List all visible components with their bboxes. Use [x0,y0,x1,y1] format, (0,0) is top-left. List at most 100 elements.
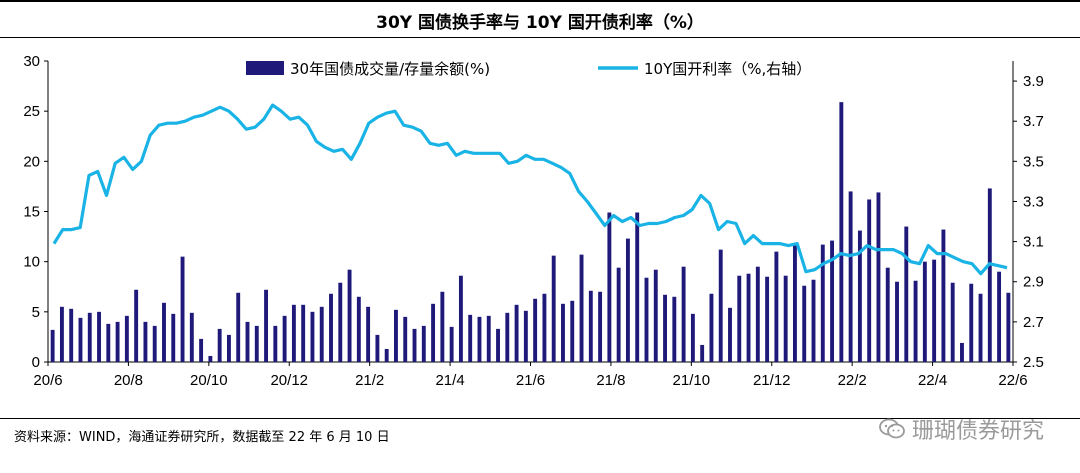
source-divider [0,418,1080,419]
bar [672,296,677,362]
bar [189,312,194,362]
chart-title: 30Y 国债换手率与 10Y 国开债利率（%） [376,13,704,33]
bar [319,306,324,362]
bar [904,226,909,362]
x-tick-label: 22/4 [918,372,947,389]
bar [50,329,55,362]
bar [960,342,964,362]
source-note: 资料来源：WIND，海通证券研究所，数据截至 22 年 6 月 10 日 [14,430,390,445]
bar [616,267,621,362]
bar [394,309,398,362]
left-tick-label: 30 [23,53,40,70]
bar [987,188,992,362]
bar [885,267,890,362]
right-tick-label: 2.7 [1023,314,1044,331]
bar [115,321,120,362]
bar [384,348,389,362]
bar [329,293,333,362]
bar [644,277,649,362]
bar [922,261,927,362]
bar [551,255,556,362]
bar [598,291,603,362]
bar [792,243,797,362]
bar [505,312,510,362]
bar [403,316,408,362]
bar [728,307,732,362]
bar [412,328,417,362]
bar [301,304,306,362]
x-tick-label: 22/2 [838,372,867,389]
x-tick-label: 21/8 [596,372,625,389]
bar [941,229,946,362]
right-tick-label: 3.3 [1023,193,1044,210]
bar [124,315,129,362]
bar [533,298,538,362]
x-tick-label: 20/10 [190,372,228,389]
bar [143,321,148,362]
bar [496,328,500,362]
legend-bar-label: 30年国债成交量/存量余额(%) [290,60,490,78]
bar [579,254,584,362]
bar [282,315,287,362]
legend-line-label: 10Y国开利率（%,右轴） [644,60,811,78]
bar [848,191,853,362]
x-tick-label: 21/4 [435,372,464,389]
bar [199,338,204,362]
title-bar: 30Y 国债换手率与 10Y 国开债利率（%） [0,0,1080,38]
bar [746,273,751,362]
bar [932,259,937,362]
bar [254,325,259,362]
bar [635,212,640,362]
bar [347,269,352,362]
bar [523,310,528,362]
left-tick-label: 10 [23,254,40,271]
bar [867,199,872,362]
bar [458,275,463,362]
left-tick-label: 15 [23,204,40,221]
bar [774,251,779,362]
bar-series [50,102,1011,363]
bar [366,306,371,362]
bar [811,279,816,362]
bar [765,276,770,362]
bar [1006,292,1011,362]
x-tick-label: 22/6 [998,372,1027,389]
bar [291,304,296,362]
x-tick-label: 21/6 [516,372,545,389]
bar [217,328,222,362]
bar [78,317,83,362]
bar [913,280,918,362]
bar [152,325,157,362]
right-tick-label: 2.9 [1023,274,1044,291]
bar [69,308,74,362]
legend: 30年国债成交量/存量余额(%) 10Y国开利率（%,右轴） [246,60,811,78]
left-tick-label: 5 [32,304,40,321]
bar [356,296,361,362]
bar [97,311,101,362]
bar [997,271,1002,362]
bar [607,212,612,362]
wechat-icon [879,418,905,439]
bar [514,304,519,362]
bar [737,275,742,362]
bar [700,344,705,362]
bar [208,355,213,362]
x-tick-label: 20/12 [270,372,308,389]
bar [468,314,473,362]
bar [755,266,760,362]
x-tick-label: 21/10 [673,372,711,389]
bar [663,294,667,362]
bar [245,321,250,362]
right-tick-label: 2.5 [1023,354,1044,371]
bar [236,292,241,362]
bar [440,291,445,362]
bar [830,240,835,362]
x-tick-label: 20/6 [33,372,62,389]
bar [171,313,176,362]
line-series [52,103,1008,276]
bar [310,311,315,362]
bar [876,192,881,362]
bar [421,325,426,362]
bar [820,244,825,362]
bar [375,334,380,362]
